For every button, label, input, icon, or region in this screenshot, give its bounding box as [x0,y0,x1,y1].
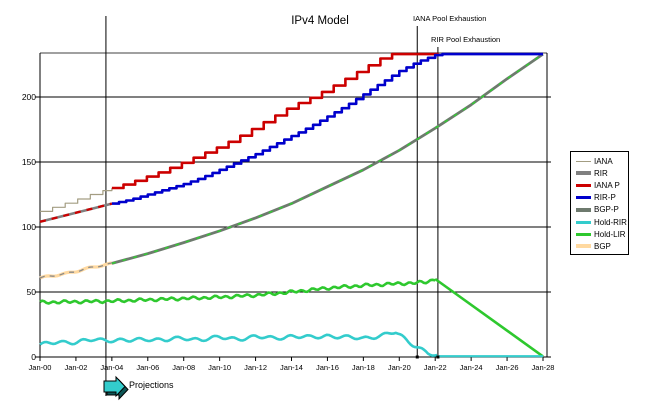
y-axis-label: 100 [21,221,36,232]
annotation-rir-pool-exhaustion: RIR Pool Exhaustion [431,35,501,44]
series-hold-lir [39,278,436,305]
x-axis-label: Jan-26 [495,362,519,372]
legend-item-hold-lir: Hold-LIR [576,228,628,240]
legend-line-swatch [576,220,591,224]
legend-item-rir-p: RIR-P [576,192,628,204]
y-axis-label: 0 [31,351,36,362]
series-iana [40,188,113,212]
legend-line-swatch [576,160,591,162]
legend-item-bgp-p: BGP-P [576,204,628,216]
series-bgp-overlay [39,262,112,279]
y-axis-label: 150 [21,156,36,167]
x-axis-label: Jan-08 [172,362,196,372]
legend-line-swatch [576,232,591,236]
series-bgp-p-overlay [111,53,544,265]
legend-label: RIR-P [594,193,616,203]
legend-label: RIR [594,168,608,178]
gridlines [35,52,551,361]
x-axis-label: Jan-24 [459,362,483,372]
legend-line-swatch [576,244,591,249]
annotation-projections: Projections [129,380,174,390]
legend-line-swatch [576,196,591,200]
exhaustion-markers [415,355,440,359]
series-rir-p [111,52,543,205]
x-axis-label: Jan-22 [423,362,447,372]
chart-title: IPv4 Model [291,15,349,27]
x-axis-label: Jan-10 [208,362,232,372]
legend-label: BGP [594,241,611,251]
series-rir-overlay [39,202,113,223]
legend-line-swatch [576,207,591,212]
legend-line-swatch [576,171,591,176]
x-axis-label: Jan-04 [100,362,124,372]
x-axis-label: Jan-00 [28,362,52,372]
data-series [39,52,544,358]
legend-item-iana-p: IANA P [576,179,628,191]
legend-line-swatch [576,183,591,187]
legend-item-hold-rir: Hold-RIR [576,216,628,228]
y-axis-label: 50 [26,286,36,297]
legend-item-bgp: BGP [576,240,628,252]
legend-item-rir: RIR [576,167,628,179]
legend-label: BGP-P [594,205,619,215]
x-axis-label: Jan-20 [387,362,411,372]
series-hold-rir [39,331,438,357]
x-axis-label: Jan-12 [244,362,268,372]
series-bgp-p [111,52,544,265]
x-axis-label: Jan-28 [531,362,555,372]
legend-label: Hold-RIR [594,217,627,227]
x-axis-label: Jan-14 [280,362,303,372]
x-axis-label: Jan-16 [315,362,339,372]
series-hold-lir-decline [434,277,544,358]
x-axis-label: Jan-02 [64,362,88,372]
legend: IANA RIR IANA P RIR-P BGP-P Hold-RIR Hold-LIR B… [570,151,629,255]
projections-arrow-icon [103,375,129,401]
legend-label: Hold-LIR [594,229,626,239]
annotation-iana-pool-exhaustion: IANA Pool Exhaustion [413,14,487,23]
legend-label: IANA [594,156,613,166]
legend-item-iana: IANA [576,155,628,167]
y-axis-label: 200 [21,91,36,102]
x-axis-label: Jan-06 [136,362,160,372]
series-iana-p [111,52,439,190]
x-axis-label: Jan-18 [351,362,375,372]
legend-label: IANA P [594,180,620,190]
